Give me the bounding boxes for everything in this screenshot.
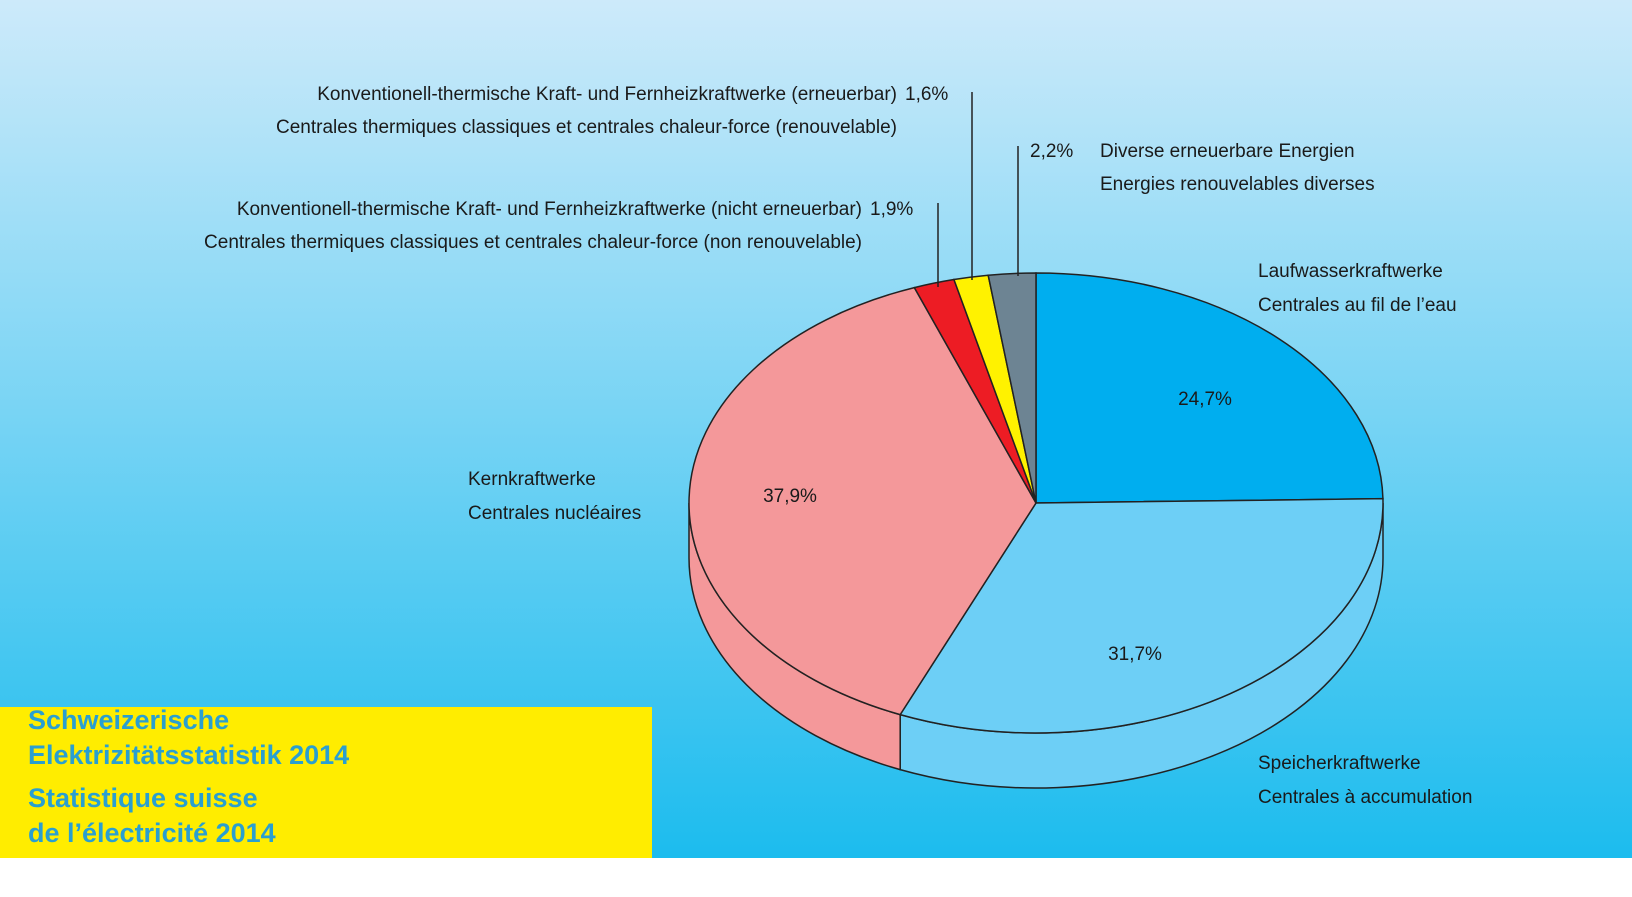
value-label: 24,7% (1178, 389, 1232, 410)
slice-label: Centrales au fil de l’eau (1258, 295, 1457, 316)
slice-label: Diverse erneuerbare Energien (1100, 141, 1355, 162)
title-line: de l’électricité 2014 (28, 818, 276, 848)
title-line: Elektrizitätsstatistik 2014 (28, 740, 349, 770)
value-label: 1,9% (870, 199, 913, 220)
title-box (0, 707, 652, 858)
slice (1035, 272, 1384, 504)
title-line: Schweizerische (28, 705, 229, 735)
title-line: Statistique suisse (28, 783, 258, 813)
slice (688, 286, 1037, 716)
slice (987, 272, 1037, 504)
slice-label: Laufwasserkraftwerke (1258, 261, 1443, 282)
slice-label: Centrales thermiques classiques et centr… (276, 117, 897, 138)
value-label: 31,7% (1108, 644, 1162, 665)
slice-label: Centrales à accumulation (1258, 787, 1472, 808)
value-label: 1,6% (905, 84, 948, 105)
slice-label: Centrales thermiques classiques et centr… (204, 232, 862, 253)
slice-label: Konventionell-thermische Kraft- und Fern… (317, 84, 897, 105)
value-label: 37,9% (763, 486, 817, 507)
slice-label: Centrales nucléaires (468, 503, 641, 524)
pie (688, 272, 1384, 789)
slice-label: Speicherkraftwerke (1258, 753, 1421, 774)
slice (899, 497, 1384, 734)
slice-label: Energies renouvelables diverses (1100, 174, 1375, 195)
slice-label: Kernkraftwerke (468, 469, 596, 490)
value-label: 2,2% (1030, 141, 1073, 162)
slice-label: Konventionell-thermische Kraft- und Fern… (237, 199, 862, 220)
